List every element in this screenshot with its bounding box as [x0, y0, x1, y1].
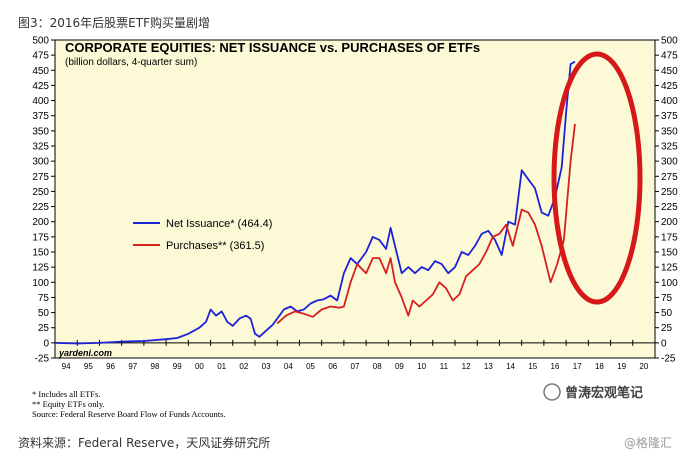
y-tick-label-right: 425: [661, 81, 678, 92]
y-tick-label-left: 75: [38, 293, 50, 304]
legend-label-purchases: Purchases** (361.5): [166, 240, 264, 252]
y-tick-label-right: 225: [661, 202, 678, 213]
y-tick-label-right: 50: [661, 308, 673, 319]
y-tick-label-right: 0: [661, 338, 667, 349]
legend-label-net-issuance: Net Issuance* (464.4): [166, 218, 272, 230]
x-tick-label: 14: [506, 362, 515, 371]
y-tick-label-left: -25: [35, 354, 50, 365]
y-tick-label-left: 225: [32, 202, 49, 213]
x-tick-label: 11: [440, 362, 449, 371]
y-tick-label-right: 300: [661, 157, 678, 168]
chart-subtitle: (billion dollars, 4-quarter sum): [65, 57, 197, 68]
figure-caption: 图3：2016年后股票ETF购买量剧增: [18, 16, 210, 30]
brand-text: 曾涛宏观笔记: [565, 385, 643, 401]
y-tick-label-left: 150: [32, 248, 49, 259]
y-tick-label-right: 125: [661, 263, 678, 274]
x-tick-label: 97: [128, 362, 137, 371]
y-tick-label-right: 250: [661, 187, 678, 198]
x-tick-label: 20: [639, 362, 648, 371]
y-tick-label-left: 400: [32, 96, 49, 107]
y-tick-label-right: 325: [661, 142, 678, 153]
x-tick-label: 17: [573, 362, 582, 371]
x-tick-label: 09: [395, 362, 404, 371]
x-tick-label: 12: [462, 362, 471, 371]
brand-logo-icon: [543, 383, 561, 401]
x-tick-label: 94: [62, 362, 71, 371]
highlight-ellipse: [551, 51, 643, 305]
y-tick-label-left: 500: [32, 36, 49, 47]
x-tick-label: 98: [151, 362, 160, 371]
y-tick-label-left: 325: [32, 142, 49, 153]
y-tick-label-left: 200: [32, 217, 49, 228]
left-axis-ticks: -25 0 25 50 75 100 125 150 175 200 225 250 275 300 325…: [32, 36, 55, 365]
x-tick-label: 18: [595, 362, 604, 371]
x-tick-label: 03: [262, 362, 271, 371]
y-tick-label-right: 350: [661, 126, 678, 137]
y-tick-label-right: 375: [661, 111, 678, 122]
y-tick-label-left: 475: [32, 51, 49, 62]
y-tick-label-left: 350: [32, 126, 49, 137]
source-line: 资料来源：Federal Reserve，天风证券研究所: [18, 436, 271, 450]
y-tick-label-left: 250: [32, 187, 49, 198]
y-tick-label-right: 400: [661, 96, 678, 107]
x-tick-label: 07: [351, 362, 360, 371]
x-tick-label: 01: [217, 362, 226, 371]
y-tick-label-left: 100: [32, 278, 49, 289]
y-tick-label-right: 500: [661, 36, 678, 47]
x-tick-label: 96: [106, 362, 115, 371]
x-tick-label: 08: [373, 362, 382, 371]
brand-mark: 曾涛宏观笔记: [543, 383, 643, 401]
x-tick-label: 13: [484, 362, 493, 371]
y-tick-label-right: 175: [661, 232, 678, 243]
x-tick-label: 95: [84, 362, 93, 371]
x-tick-label: 06: [328, 362, 337, 371]
series-line-purchases: [276, 123, 576, 325]
footnote-3: Source: Federal Reserve Board Flow of Fu…: [32, 409, 226, 419]
y-tick-label-left: 425: [32, 81, 49, 92]
y-tick-label-right: 275: [661, 172, 678, 183]
y-tick-label-right: 25: [661, 323, 673, 334]
y-tick-label-right: 150: [661, 248, 678, 259]
y-tick-label-right: 475: [661, 51, 678, 62]
x-tick-label: 99: [173, 362, 182, 371]
y-tick-label-left: 300: [32, 157, 49, 168]
series-layer: [54, 60, 576, 345]
x-tick-label: 00: [195, 362, 204, 371]
y-tick-label-left: 375: [32, 111, 49, 122]
x-tick-label: 19: [617, 362, 626, 371]
y-tick-label-right: 75: [661, 293, 673, 304]
y-tick-label-left: 50: [38, 308, 50, 319]
right-axis-ticks: -25 0 25 50 75 100 125 150 175 200 225 250 275 300 325…: [655, 36, 678, 365]
y-tick-label-left: 125: [32, 263, 49, 274]
x-tick-label: 15: [528, 362, 537, 371]
y-tick-label-right: 200: [661, 217, 678, 228]
y-tick-label-left: 275: [32, 172, 49, 183]
x-tick-label: 04: [284, 362, 293, 371]
y-tick-label-left: 175: [32, 232, 49, 243]
y-tick-label-left: 450: [32, 66, 49, 77]
y-tick-label-right: 100: [661, 278, 678, 289]
y-tick-label-left: 25: [38, 323, 50, 334]
x-tick-label: 16: [551, 362, 560, 371]
chart-title: CORPORATE EQUITIES: NET ISSUANCE vs. PUR…: [65, 40, 480, 55]
x-tick-label: 05: [306, 362, 315, 371]
chart-legend: Net Issuance* (464.4) Purchases** (361.5…: [133, 218, 272, 252]
y-tick-label-right: -25: [661, 354, 676, 365]
watermark: @格隆汇: [624, 436, 673, 450]
footnote-1: * Includes all ETFs.: [32, 389, 100, 399]
x-tick-label: 02: [239, 362, 248, 371]
footnote-2: ** Equity ETFs only.: [32, 399, 105, 409]
y-tick-label-left: 0: [43, 338, 49, 349]
x-tick-label: 10: [417, 362, 426, 371]
y-tick-label-right: 450: [661, 66, 678, 77]
yardeni-credit: yardeni.com: [58, 348, 112, 358]
